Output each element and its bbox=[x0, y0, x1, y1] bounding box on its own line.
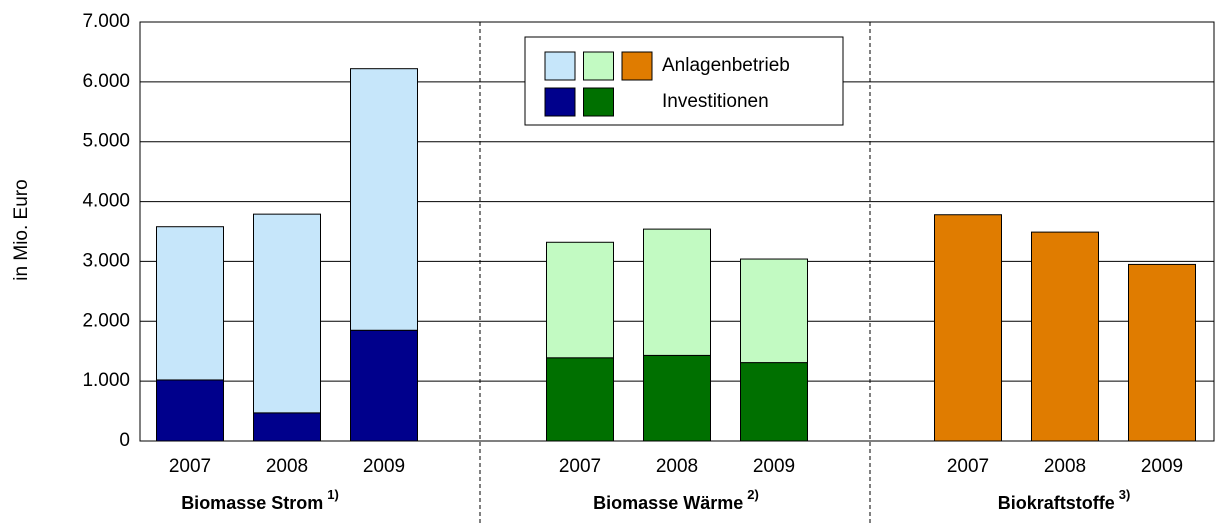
legend-swatch bbox=[621, 51, 653, 81]
legend-label: Anlagenbetrieb bbox=[662, 55, 790, 76]
y-tick-label: 7.000 bbox=[82, 11, 130, 32]
bar-segment bbox=[546, 241, 614, 359]
legend-swatch bbox=[583, 87, 614, 117]
group-name: Biomasse Strom bbox=[181, 493, 323, 513]
x-tick-label: 2007 bbox=[169, 456, 211, 477]
bar-segment bbox=[350, 68, 418, 331]
y-tick-label: 6.000 bbox=[82, 71, 130, 92]
x-tick-label: 2009 bbox=[1141, 456, 1183, 477]
plot-border bbox=[139, 21, 1215, 442]
group-note: 3) bbox=[1119, 487, 1131, 502]
x-tick-label: 2007 bbox=[947, 456, 989, 477]
x-tick-label: 2008 bbox=[656, 456, 698, 477]
bar-segment bbox=[740, 362, 808, 442]
group-name: Biomasse Wärme bbox=[593, 493, 743, 513]
bar-segment bbox=[934, 214, 1002, 442]
legend-swatch bbox=[544, 87, 576, 117]
legend-swatch bbox=[544, 51, 576, 81]
group-label: Biomasse Wärme 2) bbox=[593, 487, 759, 512]
legend-box bbox=[524, 36, 844, 126]
x-tick-label: 2009 bbox=[363, 456, 405, 477]
group-note: 1) bbox=[327, 487, 339, 502]
group-name: Biokraftstoffe bbox=[998, 493, 1115, 513]
bar-segment bbox=[643, 354, 711, 442]
x-tick-label: 2008 bbox=[1044, 456, 1086, 477]
bar-segment bbox=[740, 258, 808, 364]
group-label: Biomasse Strom 1) bbox=[181, 487, 339, 512]
legend-label: Investitionen bbox=[662, 91, 769, 112]
bar-segment bbox=[253, 213, 321, 414]
bar-segment bbox=[546, 357, 614, 442]
bar-segment bbox=[643, 228, 711, 356]
bar-segment bbox=[350, 329, 418, 442]
bar-segment bbox=[1128, 263, 1196, 442]
bar-segment bbox=[156, 379, 224, 442]
x-tick-label: 2009 bbox=[753, 456, 795, 477]
y-tick-label: 5.000 bbox=[82, 131, 130, 152]
x-tick-label: 2007 bbox=[559, 456, 601, 477]
bar-segment bbox=[156, 226, 224, 381]
y-tick-label: 1.000 bbox=[82, 370, 130, 391]
y-tick-label: 0 bbox=[119, 430, 130, 451]
bar-segment bbox=[1031, 231, 1099, 442]
group-label: Biokraftstoffe 3) bbox=[998, 487, 1131, 512]
legend-swatch bbox=[583, 51, 614, 81]
bar-segment bbox=[253, 412, 321, 442]
group-note: 2) bbox=[747, 487, 759, 502]
x-tick-label: 2008 bbox=[266, 456, 308, 477]
y-tick-label: 2.000 bbox=[82, 310, 130, 331]
y-tick-label: 4.000 bbox=[82, 191, 130, 212]
y-axis-label: in Mio. Euro bbox=[11, 179, 32, 280]
y-tick-label: 3.000 bbox=[82, 250, 130, 271]
